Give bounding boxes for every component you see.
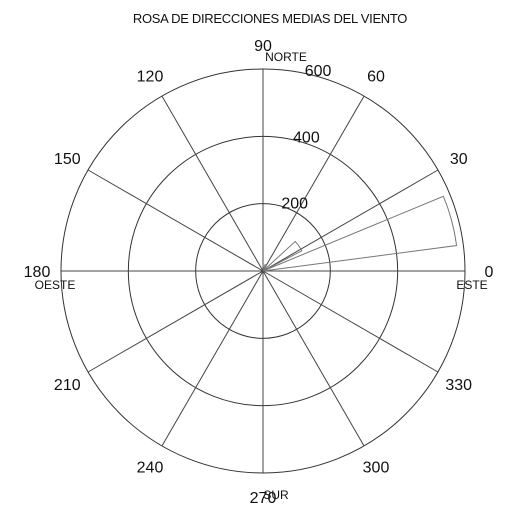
direction-label-east: ESTE [456,278,487,292]
angle-tick-240: 240 [137,460,164,477]
spoke-300 [262,270,365,447]
direction-label-west: OESTE [35,278,76,292]
angle-tick-180: 180 [24,264,51,281]
spoke-240 [161,270,264,447]
angle-tick-90: 90 [254,38,272,55]
angle-tick-330: 330 [445,377,472,394]
angle-tick-0: 0 [485,264,494,281]
spoke-60 [262,95,365,272]
rose-sector-35 [262,240,303,272]
rose-sector-15 [262,195,458,272]
spoke-150 [87,169,264,272]
spoke-30 [262,169,439,272]
chart-title: ROSA DE DIRECCIONES MEDIAS DEL VIENTO [133,11,407,26]
angle-tick-150: 150 [54,151,81,168]
angle-tick-60: 60 [367,68,385,85]
angle-tick-210: 210 [54,377,81,394]
rose-sector-65 [262,263,268,272]
angle-tick-30: 30 [450,151,468,168]
angle-tick-120: 120 [137,68,164,85]
direction-label-south: SUR [263,488,289,502]
spoke-120 [161,95,264,272]
spoke-210 [87,270,264,373]
radial-tick-200: 200 [281,196,308,213]
radial-tick-400: 400 [293,129,320,146]
direction-label-north: NORTE [265,50,307,64]
angle-tick-300: 300 [363,460,390,477]
spoke-330 [262,270,439,373]
radial-tick-600: 600 [305,63,332,80]
angle-tick-270: 270 [250,490,277,507]
